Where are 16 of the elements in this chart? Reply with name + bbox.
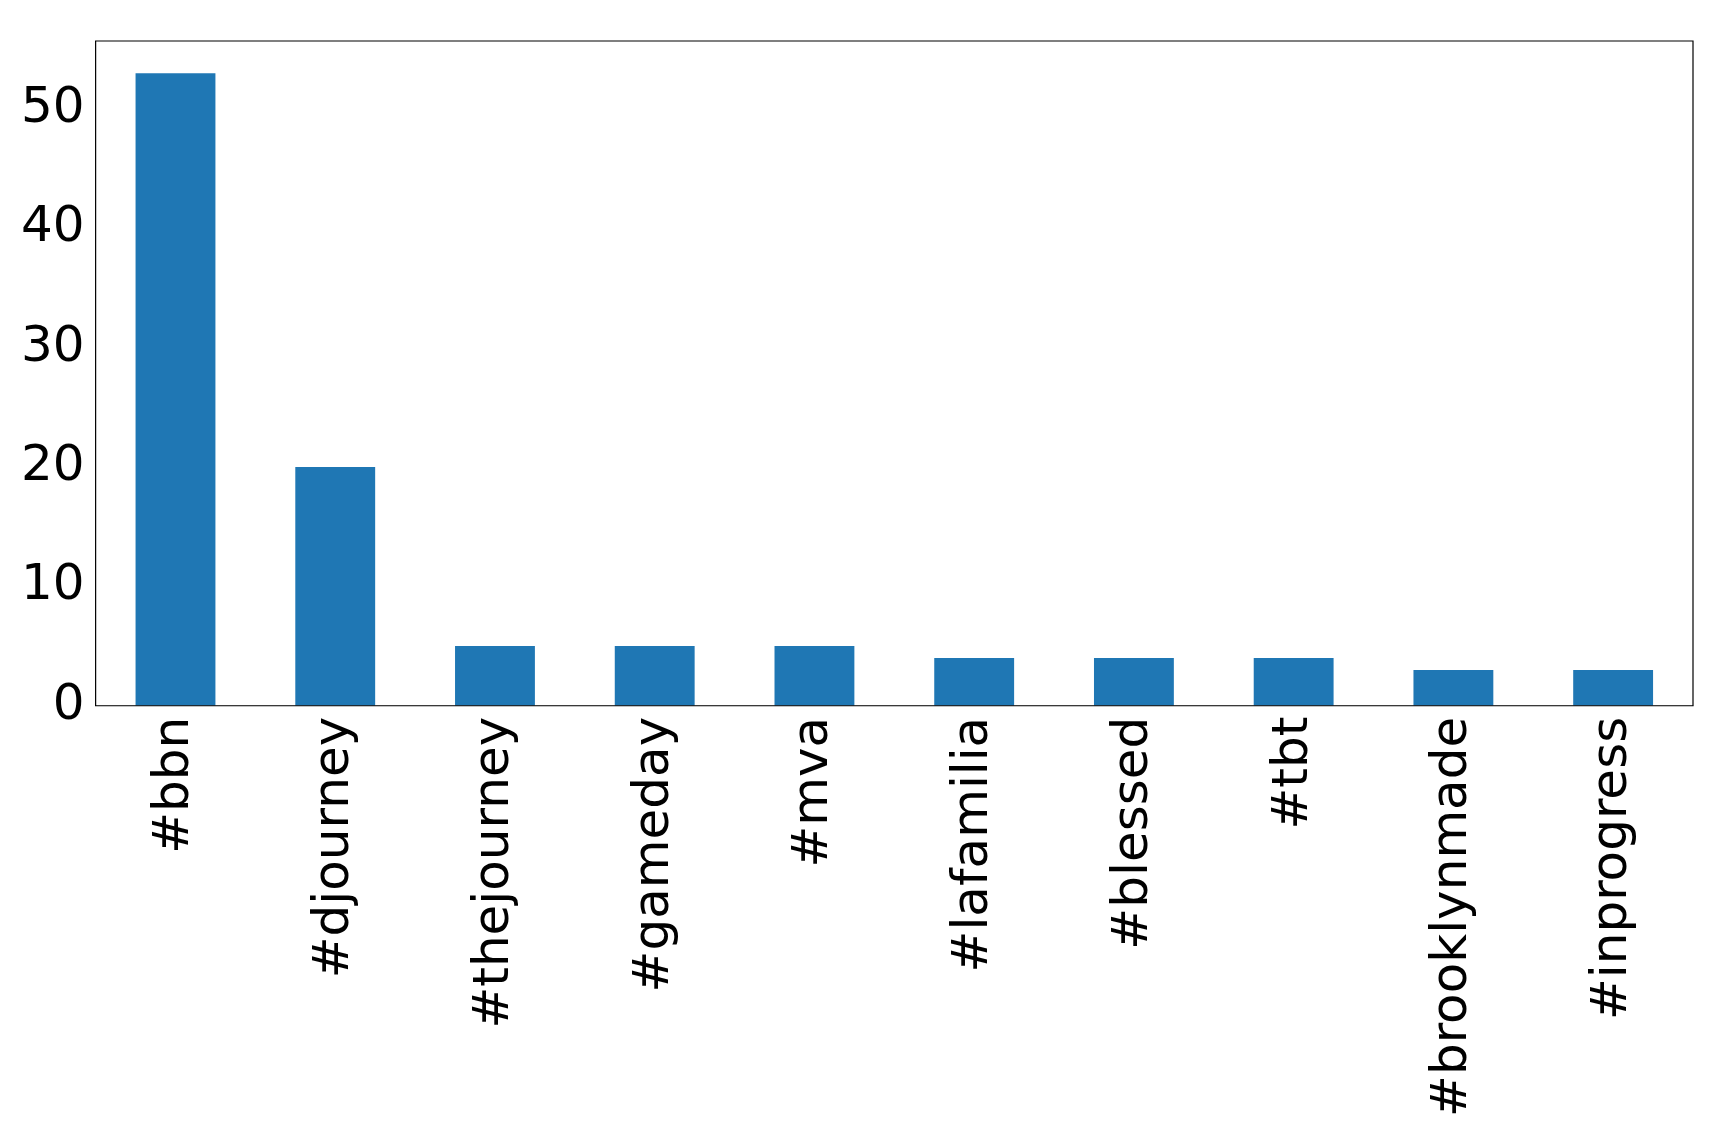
x-tick-label: #gameday (621, 716, 680, 993)
x-tick-label: #djourney (302, 716, 361, 979)
y-tick-label: 30 (21, 314, 85, 373)
x-tick-label: #mva (781, 716, 840, 868)
x-tick-label: #thejourney (461, 716, 520, 1029)
x-tick-label: #bbn (142, 716, 201, 854)
x-tick-label: #lafamilia (941, 716, 1000, 973)
y-tick-label: 0 (52, 672, 85, 731)
y-tick-label: 20 (21, 434, 85, 493)
x-tick-label: #tbt (1260, 716, 1319, 830)
x-tick-label: #blessed (1100, 716, 1159, 950)
x-tick-label: #inprogress (1580, 716, 1639, 1021)
y-tick-label: 10 (21, 553, 85, 612)
x-tick-label: #brooklynmade (1420, 716, 1479, 1118)
y-tick-label: 40 (21, 195, 85, 254)
y-tick-label: 50 (21, 76, 85, 135)
